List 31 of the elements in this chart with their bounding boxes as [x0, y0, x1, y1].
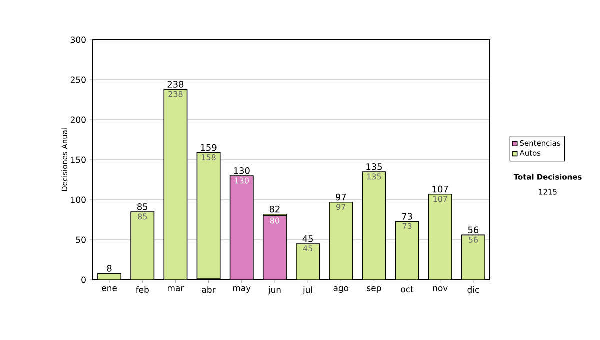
total-label: 135	[366, 164, 382, 170]
x-tick-label: jun	[268, 286, 281, 295]
x-tick-label: may	[233, 286, 251, 294]
total-label: 107	[432, 186, 448, 193]
x-tick-label: sep	[367, 286, 382, 294]
total-label: 130	[234, 168, 250, 174]
total-label: 82	[270, 206, 280, 213]
total-label: 97	[336, 194, 346, 201]
total-label: 85	[138, 204, 148, 210]
total-label: 159	[201, 144, 217, 152]
x-tick-label: ago	[334, 286, 349, 294]
y-tick-label: 300	[70, 36, 86, 44]
x-tick-label: abr	[202, 286, 216, 294]
total-label: 45	[302, 236, 313, 242]
y-tick-label: 150	[71, 156, 86, 164]
y-tick-label: 50	[76, 236, 86, 244]
x-tick-label: dic	[468, 286, 480, 294]
y-tick-label: 250	[70, 76, 86, 84]
x-tick-label: mar	[168, 286, 184, 292]
y-tick-label: 200	[70, 116, 86, 124]
x-tick-label: nov	[433, 286, 448, 292]
total-label: 73	[402, 213, 412, 220]
total-label: 8	[107, 265, 112, 272]
total-label: 238	[168, 81, 184, 88]
x-tick-label: jul	[302, 286, 312, 295]
total-label: 56	[468, 226, 479, 234]
x-tick-label: oct	[401, 286, 414, 293]
x-tick-label: ene	[102, 286, 117, 292]
y-tick-label: 100	[71, 196, 86, 204]
x-tick-label: feb	[136, 286, 149, 294]
y-tick-label: 0	[82, 276, 86, 284]
